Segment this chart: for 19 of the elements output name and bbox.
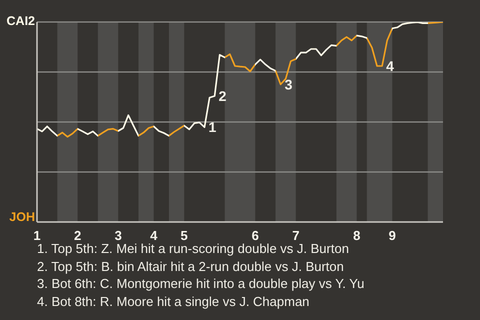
x-tick-label: 1: [33, 228, 41, 243]
text: 3. Bot 6th: C. Montgomerie hit into a double play vs Y. Yu: [37, 275, 364, 292]
text: 2. Top 5th: B. bin Altair hit a 2-run double vs J. Burton: [37, 258, 345, 275]
annotation: 4: [386, 58, 394, 74]
text: CAI2: [6, 14, 35, 28]
x-tick-label: 9: [388, 228, 396, 243]
x-tick-label: 4: [150, 228, 158, 243]
annotation: 1: [208, 119, 216, 136]
annotation: 3: [284, 76, 293, 92]
x-tick-label: 6: [252, 228, 259, 243]
text: 4. Bot 8th: R. Moore hit a single vs J. Chapman: [37, 292, 310, 310]
x-tick-label: 7: [292, 228, 300, 243]
x-tick-label: 3: [114, 228, 122, 243]
x-tick-label: 5: [180, 228, 188, 243]
text: 1. Top 5th: Z. Mei hit a run-scoring double vs J. Burton: [37, 241, 349, 256]
text: JOH: [9, 210, 35, 224]
x-tick-label: 2: [74, 228, 82, 243]
annotation: 2: [218, 88, 227, 104]
x-tick-label: 8: [353, 228, 360, 243]
